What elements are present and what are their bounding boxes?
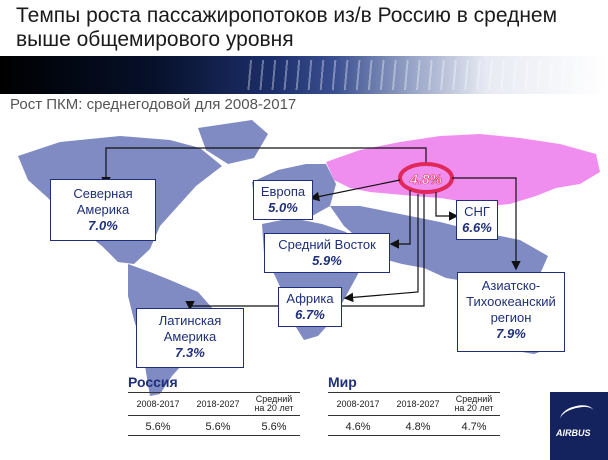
region-box-cis: СНГ 6.6%	[456, 200, 498, 240]
arrow-cis	[435, 192, 459, 221]
arrow-north-america	[101, 147, 427, 187]
arrow-europe	[309, 179, 401, 202]
header-banner	[0, 56, 608, 94]
region-box-europe: Европа 5.0%	[253, 180, 313, 220]
chart-subtitle: Рост ПКМ: среднегодовой для 2008-2017	[10, 96, 297, 113]
region-name: Средний Восток	[278, 237, 376, 252]
page-title: Темпы роста пассажиропотоков из/в Россию…	[16, 4, 558, 51]
region-value: 7.3%	[175, 345, 205, 360]
table-header: 2008-2017	[328, 392, 388, 416]
table-header: 2008-2017	[128, 392, 188, 416]
arrow-asia-pacific	[452, 177, 521, 271]
arrow-middle-east	[389, 190, 411, 249]
logo-arc	[558, 401, 596, 429]
russia-table-title: Россия	[128, 374, 178, 390]
table-cell: 4.8%	[388, 415, 448, 436]
region-name: СНГ	[464, 204, 490, 219]
arrow-africa	[343, 194, 419, 303]
greenland-shape	[198, 120, 268, 164]
russia-hub-value: 4.8%	[409, 171, 442, 187]
table-header: Средний на 20 лет	[248, 392, 300, 416]
russia-table: Россия 2008-2017 2018-2027 Средний на 20…	[128, 374, 300, 436]
airbus-logo: AIRBUS	[550, 392, 608, 460]
region-box-north-america: Северная Америка 7.0%	[50, 179, 156, 241]
region-value: 6.6%	[462, 220, 492, 235]
region-box-asia-pacific: Азиатско-Тихоокеанский регион 7.9%	[457, 272, 565, 352]
asia-shape	[330, 206, 548, 290]
table-cell: 5.6%	[128, 415, 188, 436]
region-box-middle-east: Средний Восток 5.9%	[264, 233, 390, 273]
table-cell: 4.7%	[448, 415, 500, 436]
region-name: Европа	[260, 184, 306, 199]
region-value: 6.7%	[295, 307, 325, 322]
region-box-africa: Африка 6.7%	[278, 287, 342, 327]
world-table-title: Мир	[328, 374, 357, 390]
region-value: 5.0%	[268, 200, 298, 215]
table-cell: 5.6%	[188, 415, 248, 436]
table-header: 2018-2027	[388, 392, 448, 416]
russia-shape	[326, 134, 600, 206]
table-cell: 4.6%	[328, 415, 388, 436]
region-name: Латинская Америка	[158, 313, 222, 344]
table-header: 2018-2027	[188, 392, 248, 416]
logo-text: AIRBUS	[556, 428, 591, 438]
region-name: Северная Америка	[73, 186, 133, 217]
region-value: 5.9%	[312, 253, 342, 268]
world-table: Мир 2008-2017 2018-2027 Средний на 20 ле…	[328, 374, 500, 436]
region-box-latin-america: Латинская Америка 7.3%	[136, 308, 244, 368]
table-header: Средний на 20 лет	[448, 392, 500, 416]
region-value: 7.0%	[88, 218, 118, 233]
region-name: Азиатско-Тихоокеанский регион	[466, 278, 556, 325]
table-cell: 5.6%	[248, 415, 300, 436]
region-value: 7.9%	[496, 326, 526, 341]
region-name: Африка	[286, 291, 334, 306]
banner-streak	[240, 60, 600, 90]
